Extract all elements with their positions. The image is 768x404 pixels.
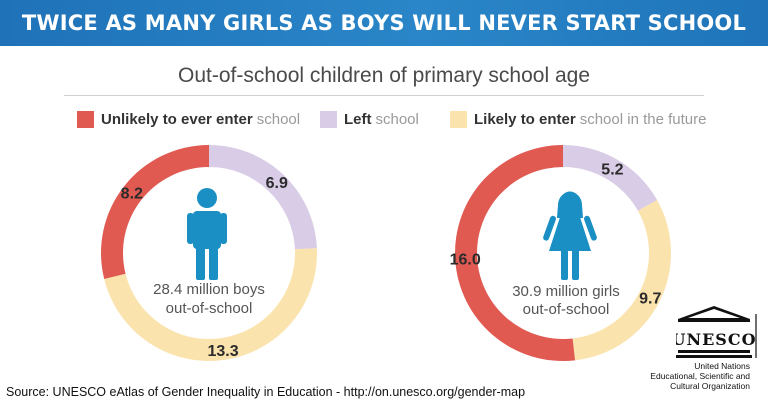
legend-sublabel-left: school [375, 110, 419, 128]
slice-boys-left [209, 145, 317, 250]
boys-center-line1: 28.4 million boys [153, 281, 265, 298]
slice-girls-unlikely [455, 145, 576, 361]
legend-swatch-likely [450, 110, 467, 128]
legend-item-likely: Likely to enter school in the future [450, 108, 706, 130]
legend-swatch-left [320, 110, 337, 128]
girls-center-line2: out-of-school [523, 301, 610, 318]
boys-center-line2: out-of-school [166, 300, 253, 317]
legend-swatch-unlikely [77, 110, 94, 128]
divider [64, 95, 704, 96]
source-credit: Source: UNESCO eAtlas of Gender Inequali… [6, 385, 526, 399]
unesco-logo: UNESCO [676, 306, 757, 358]
boy-icon [187, 188, 227, 280]
slice-boys-likely [104, 248, 317, 362]
data-label-boys-unlikely: 8.2 [121, 186, 143, 203]
legend-sublabel-unlikely: school [256, 110, 301, 128]
org-line-3: Cultural Organization [670, 381, 750, 391]
data-label-boys-left: 6.9 [266, 175, 288, 192]
org-line-1: United Nations [694, 361, 750, 371]
slice-boys-unlikely [100, 145, 209, 280]
girls-center-line1: 30.9 million girls [512, 283, 620, 300]
data-label-girls-likely: 9.7 [639, 291, 661, 308]
legend-item-unlikely: Unlikely to ever enter school [77, 108, 300, 130]
legend-item-left: Left school [320, 108, 419, 130]
title-banner: TWICE AS MANY GIRLS AS BOYS WILL NEVER S… [0, 0, 768, 46]
legend-label-unlikely: Unlikely to ever enter [101, 110, 253, 128]
donut-chart-girls: 5.2 9.7 16.0 [450, 145, 671, 361]
chart-title: Out-of-school children of primary school… [177, 64, 591, 87]
unesco-org-name: United Nations Educational, Scientific a… [636, 361, 750, 391]
slice-girls-left [563, 145, 658, 211]
donut-chart-boys: 6.9 13.3 8.2 [100, 145, 317, 362]
data-label-girls-unlikely: 16.0 [450, 251, 481, 268]
legend-label-left: Left [344, 110, 372, 128]
legend: Unlikely to ever enter school Left schoo… [0, 108, 768, 130]
slice-girls-likely [572, 199, 671, 361]
unesco-logo-text: UNESCO [676, 330, 757, 349]
data-label-boys-likely: 13.3 [207, 343, 238, 360]
girl-icon [543, 191, 597, 280]
data-label-girls-left: 5.2 [601, 161, 623, 178]
legend-label-likely: Likely to enter [474, 110, 576, 128]
org-line-2: Educational, Scientific and [650, 371, 750, 381]
legend-sublabel-likely: school in the future [579, 110, 707, 128]
page-title: TWICE AS MANY GIRLS AS BOYS WILL NEVER S… [21, 11, 747, 35]
